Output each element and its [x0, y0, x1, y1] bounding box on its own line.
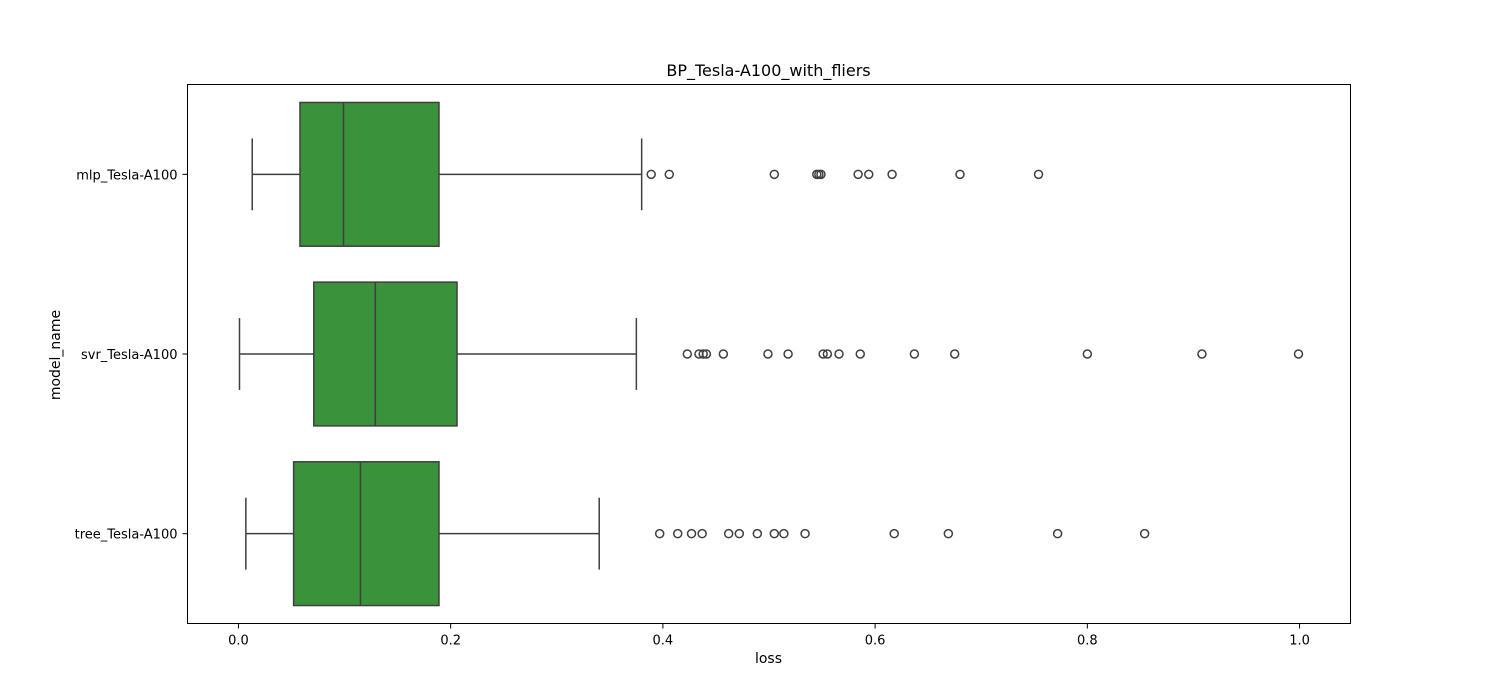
flier-point — [682, 349, 693, 359]
box — [299, 101, 440, 247]
flier-point — [863, 169, 874, 180]
flier-point — [672, 528, 683, 539]
flier-point — [769, 528, 780, 539]
flier-point — [723, 528, 734, 539]
flier-point — [752, 528, 763, 539]
y-tick-label: svr_Tesla-A100 — [81, 348, 178, 363]
x-tick-label: 0.4 — [653, 634, 674, 649]
flier-point — [718, 349, 729, 359]
flier-point — [697, 528, 707, 539]
flier-point — [909, 349, 920, 359]
flier-point — [1052, 528, 1063, 539]
flier-point — [955, 169, 965, 180]
flier-point — [686, 528, 697, 539]
flier-point — [1033, 169, 1044, 180]
x-tick-label: 0.2 — [440, 634, 461, 649]
flier-point — [1293, 349, 1304, 359]
box-group — [238, 281, 1304, 427]
flier-point — [664, 169, 675, 180]
flier-point — [943, 528, 954, 539]
flier-point — [783, 349, 793, 359]
flier-point — [698, 349, 708, 359]
flier-point — [816, 169, 826, 180]
x-tick-label: 0.0 — [228, 634, 249, 649]
flier-point — [763, 349, 773, 359]
flier-point — [734, 528, 745, 539]
chart-title: BP_Tesla-A100_with_fliers — [666, 61, 870, 81]
flier-point — [887, 169, 897, 180]
x-tick-label: 0.6 — [865, 634, 886, 649]
flier-point — [654, 528, 665, 539]
flier-point — [800, 528, 810, 539]
flier-point — [834, 349, 844, 359]
box-group — [251, 101, 1044, 247]
x-axis: 0.0 0.2 0.4 0.6 0.8 1.0 — [228, 623, 1310, 649]
flier-point — [889, 528, 899, 539]
x-tick-label: 0.8 — [1077, 634, 1098, 649]
flier-point — [779, 528, 789, 539]
box — [292, 461, 440, 607]
y-tick-label: tree_Tesla-A100 — [75, 528, 178, 543]
y-axis: mlp_Tesla-A100 svr_Tesla-A100 tree_Tesla-A… — [75, 168, 188, 543]
x-axis-label: loss — [755, 651, 782, 667]
flier-point — [855, 349, 866, 359]
flier-point — [1139, 528, 1150, 539]
y-axis-label: model_name — [48, 310, 64, 400]
flier-point — [949, 349, 960, 359]
flier-point — [1082, 349, 1093, 359]
y-tick-label: mlp_Tesla-A100 — [76, 168, 177, 183]
box-group — [245, 461, 1150, 607]
plot-frame — [187, 84, 1351, 624]
plot-area — [238, 101, 1304, 607]
x-tick-label: 1.0 — [1289, 634, 1310, 649]
flier-point — [769, 169, 780, 180]
box — [313, 281, 458, 427]
flier-point — [1197, 349, 1207, 359]
flier-point — [818, 349, 828, 359]
flier-point — [853, 169, 863, 180]
flier-point — [822, 349, 833, 359]
flier-point — [646, 169, 656, 180]
flier-point — [701, 349, 712, 359]
